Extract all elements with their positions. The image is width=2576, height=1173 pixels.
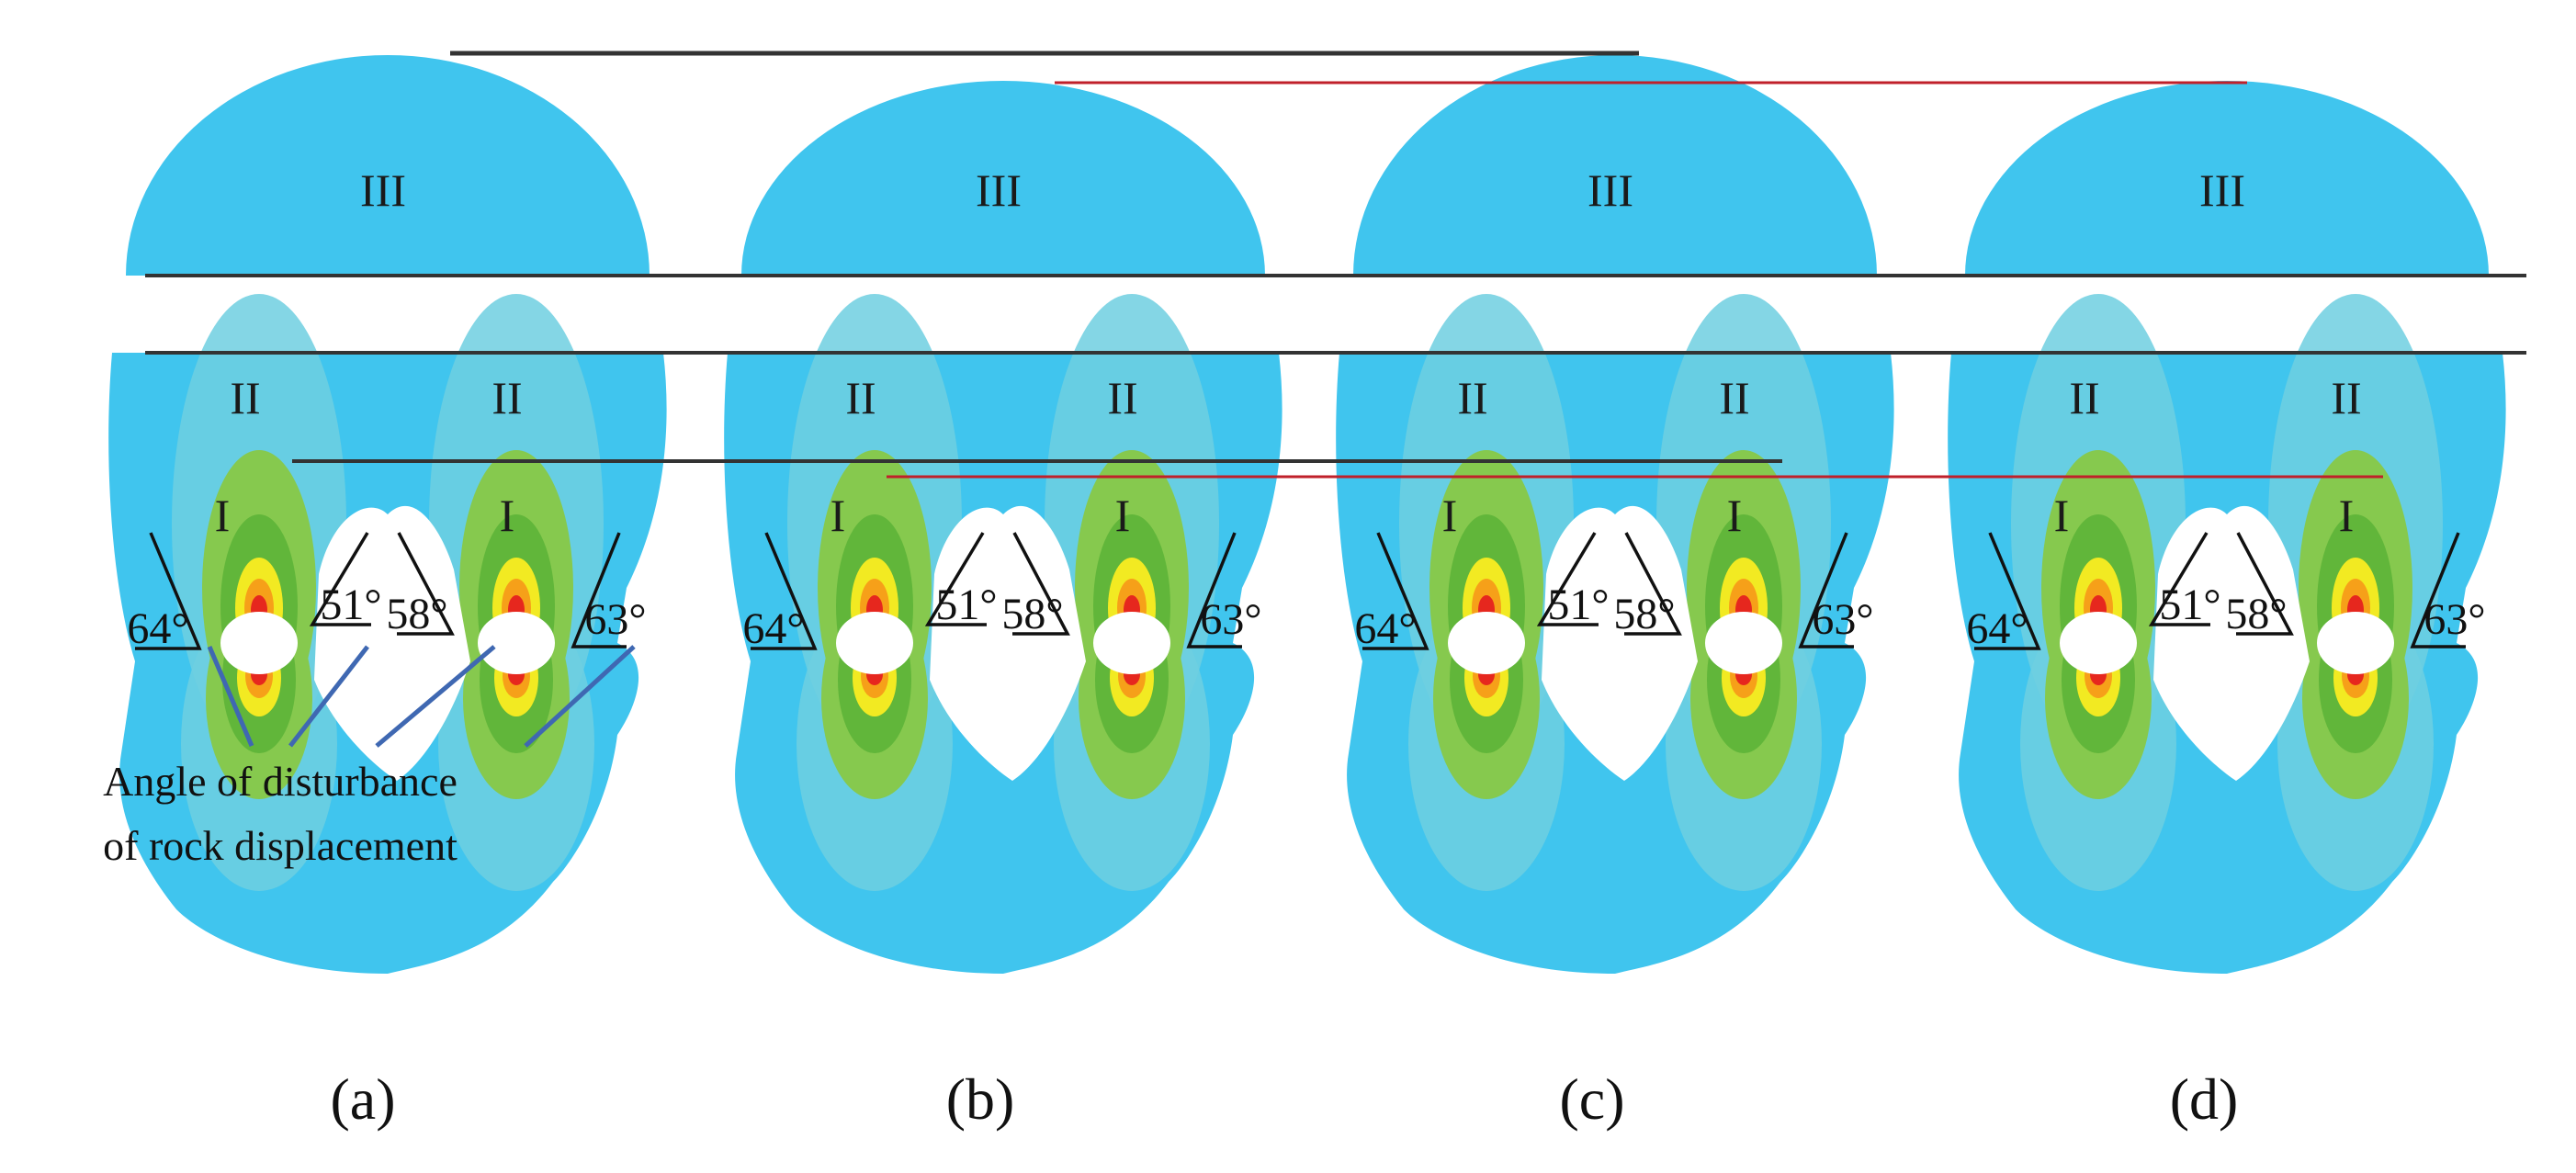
angle-line-64 (1362, 532, 1429, 650)
roadway-opening-left (1448, 612, 1525, 674)
roadway-opening-right (1705, 612, 1782, 674)
zone-i-label-right: I (2339, 490, 2355, 541)
annotation-line-1: Angle of disturbance (103, 758, 458, 805)
angle-label-51: 51° (320, 581, 381, 629)
pointer-line (288, 645, 369, 748)
angle-lines (135, 532, 627, 650)
angle-line-64 (751, 532, 818, 650)
panel-caption: (c) (1559, 1066, 1624, 1132)
reference-lines (145, 51, 2526, 479)
zone-ii-label-right: II (1107, 372, 1137, 423)
angle-line-63 (1186, 532, 1242, 649)
angle-label-63: 63° (1812, 595, 1873, 644)
zone-ii-label-left: II (230, 372, 260, 423)
zone-i-label-left: I (2054, 490, 2070, 541)
angle-label-63: 63° (584, 595, 646, 644)
angle-line-51 (2148, 532, 2210, 626)
zone-iii-label: III (976, 164, 1022, 216)
angle-lines (1974, 532, 2466, 650)
angle-line-51 (1536, 532, 1599, 626)
angle-lines (1362, 532, 1854, 650)
angle-line-58 (1624, 532, 1682, 636)
angle-line-58 (397, 532, 455, 636)
angle-line-64 (1974, 532, 2041, 650)
zone-i-label-right: I (500, 490, 515, 541)
annotation-pointers (207, 645, 636, 748)
angle-line-58 (1012, 532, 1070, 636)
angle-label-63: 63° (2423, 595, 2485, 644)
angle-label-63: 63° (1200, 595, 1261, 644)
zone-i-label-left: I (830, 490, 846, 541)
pointer-line (524, 645, 636, 748)
panel-caption: (a) (330, 1066, 395, 1132)
zone-iii-label: III (360, 164, 406, 216)
failed-gap-region (2153, 505, 2310, 781)
angle-lines (751, 532, 1242, 650)
angle-line-51 (924, 532, 987, 626)
roadway-opening-right (1093, 612, 1170, 674)
roadway-opening-left (836, 612, 913, 674)
angle-label-58: 58° (2225, 590, 2287, 638)
zone-i-label-right: I (1727, 490, 1743, 541)
zone-i-label-left: I (1442, 490, 1458, 541)
zone-iii-label: III (2199, 164, 2245, 216)
zone-ii-label-right: II (2331, 372, 2361, 423)
angle-label-64: 64° (742, 604, 804, 653)
angle-label-64: 64° (1966, 604, 2028, 653)
pointer-line (375, 645, 496, 748)
zone-iii-label: III (1587, 164, 1633, 216)
angle-line-63 (2410, 532, 2466, 649)
zone-ii-label-left: II (845, 372, 876, 423)
zone-ii-label-right: II (1719, 372, 1749, 423)
angle-label-58: 58° (386, 590, 447, 638)
angle-line-63 (1798, 532, 1854, 649)
zone-ii-label-right: II (491, 372, 522, 423)
zone-i-label-left: I (215, 490, 231, 541)
failed-gap-region (314, 505, 470, 781)
zone-iii-dome (1353, 55, 1877, 276)
zone-ii-label-left: II (2069, 372, 2099, 423)
zone-iii-dome (1965, 81, 2489, 276)
angle-label-51: 51° (935, 581, 997, 629)
roadway-opening-right (2317, 612, 2394, 674)
zone-i-label-right: I (1115, 490, 1131, 541)
zone-ii-label-left: II (1457, 372, 1487, 423)
angle-line-64 (135, 532, 202, 650)
failed-gap-region (1542, 505, 1698, 781)
angle-label-58: 58° (1613, 590, 1675, 638)
panel-caption: (b) (946, 1066, 1015, 1132)
angle-label-58: 58° (1001, 590, 1063, 638)
zone-iii-dome (126, 55, 650, 276)
angle-label-51: 51° (2159, 581, 2220, 629)
panel-caption: (d) (2170, 1066, 2239, 1132)
angle-label-64: 64° (1354, 604, 1416, 653)
angle-label-51: 51° (1547, 581, 1609, 629)
angle-line-63 (571, 532, 627, 649)
roadway-opening-right (478, 612, 555, 674)
roadway-opening-left (2060, 612, 2137, 674)
pointer-line (207, 646, 254, 747)
zone-iii-dome (741, 81, 1265, 276)
failed-gap-region (930, 505, 1086, 781)
roadway-opening-left (220, 612, 298, 674)
angle-label-64: 64° (127, 604, 188, 653)
angle-line-51 (309, 532, 371, 626)
annotation-line-2: of rock displacement (103, 822, 458, 869)
angle-line-58 (2236, 532, 2294, 636)
